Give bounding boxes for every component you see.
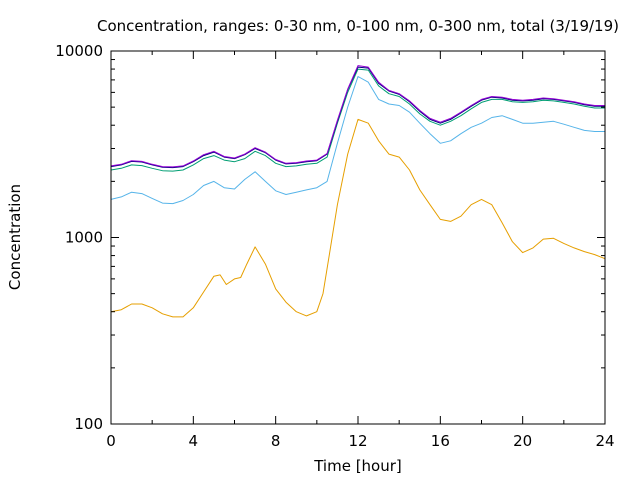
x-axis-label: Time [hour]: [313, 457, 402, 475]
x-tick-label: 20: [513, 432, 532, 450]
series-line-3: [110, 66, 605, 169]
plot-frame: [110, 50, 606, 425]
y-tick-label: 10000: [55, 42, 103, 60]
series-line-4: [110, 65, 605, 168]
x-tick-label: 8: [271, 432, 281, 450]
x-tick-label: 16: [431, 432, 450, 450]
series-layer: [110, 65, 606, 318]
y-axis-label: Concentration: [6, 184, 24, 290]
y-tick-label: 1000: [65, 229, 103, 247]
x-tick-label: 24: [595, 432, 614, 450]
y-tick-label: 100: [74, 415, 103, 433]
x-tick-label: 12: [348, 432, 367, 450]
x-tick-label: 0: [106, 432, 116, 450]
chart-title: Concentration, ranges: 0-30 nm, 0-100 nm…: [97, 17, 619, 35]
series-line-1: [110, 76, 605, 205]
x-tick-label: 4: [189, 432, 199, 450]
series-line-0: [110, 118, 606, 318]
series-line-2: [110, 68, 605, 172]
ticks-layer: 0 4 8 12 16 20 24 100 1000 10000: [55, 42, 614, 450]
